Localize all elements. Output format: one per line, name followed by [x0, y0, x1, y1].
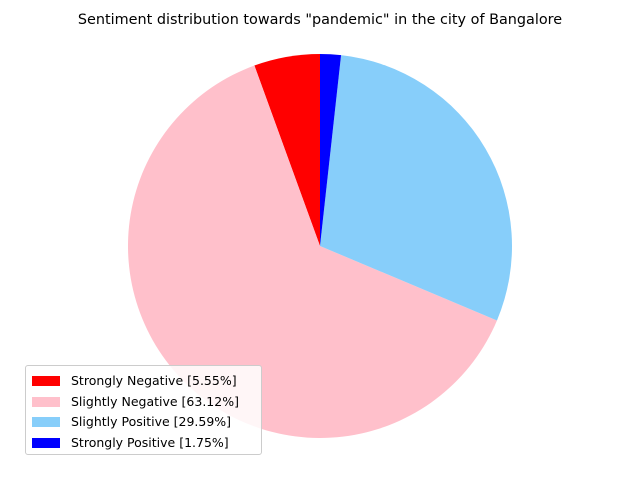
pie-slice-slightly-negative — [127, 65, 497, 438]
legend-label: Slightly Negative [63.12%] — [71, 393, 239, 409]
pie-slice-slightly-positive — [320, 55, 512, 321]
pie-slice-strongly-negative — [254, 54, 320, 246]
pie-slice-strongly-positive — [320, 54, 342, 246]
legend-entry-slightly-negative: Slightly Negative [63.12%] — [32, 392, 261, 413]
legend-swatch — [32, 376, 60, 387]
legend-entry-slightly-positive: Slightly Positive [29.59%] — [32, 412, 261, 433]
legend-swatch — [32, 417, 60, 428]
legend-entry-strongly-negative: Strongly Negative [5.55%] — [32, 371, 261, 392]
pie-slices — [127, 54, 512, 438]
legend: Strongly Negative [5.55%] Slightly Negat… — [25, 365, 262, 455]
legend-label: Strongly Positive [1.75%] — [71, 434, 229, 450]
legend-label: Slightly Positive [29.59%] — [71, 414, 232, 429]
legend-entry-strongly-positive: Strongly Positive [1.75%] — [32, 433, 261, 454]
chart-title: Sentiment distribution towards "pandemic… — [77, 12, 563, 28]
legend-swatch — [32, 437, 60, 448]
legend-swatch — [32, 396, 60, 407]
legend-label: Strongly Negative [5.55%] — [71, 373, 237, 388]
